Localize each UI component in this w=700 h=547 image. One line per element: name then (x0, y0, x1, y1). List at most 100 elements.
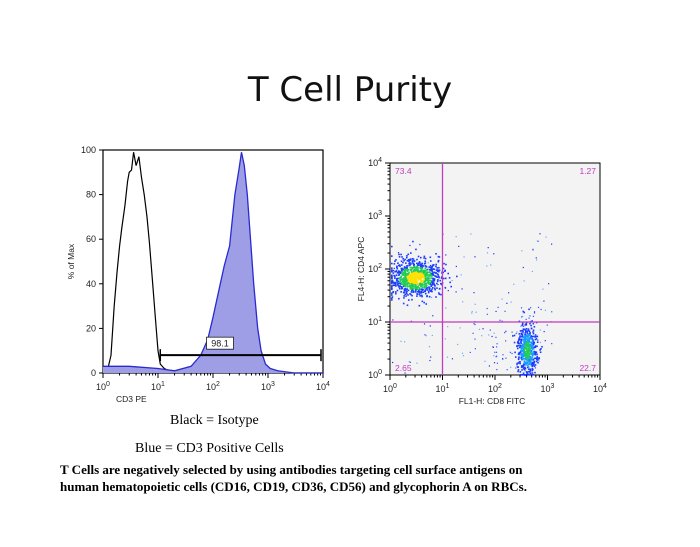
dotplot-event (428, 279, 431, 282)
dotplot-event (524, 355, 526, 357)
dotplot-event (405, 291, 408, 294)
dotplot-event (511, 331, 513, 333)
dotplot-event (406, 275, 408, 278)
dotplot-event (521, 338, 523, 341)
dotplot-event (532, 332, 535, 335)
dotplot-event (535, 336, 537, 338)
dotplot-event (419, 266, 422, 269)
dotplot-event (440, 283, 443, 286)
dotplot-event (412, 274, 415, 277)
dotplot-event (433, 283, 436, 286)
dotplot-event (409, 284, 411, 287)
dotplot-event (412, 287, 415, 290)
dotplot-event (520, 332, 523, 335)
dotplot-event (416, 293, 418, 295)
dotplot-event (527, 358, 530, 361)
dotplot-event (533, 312, 536, 314)
dotplot-event (412, 291, 415, 293)
dotplot-event (528, 346, 530, 349)
dotplot-event (544, 340, 546, 342)
dotplot-event (409, 281, 411, 284)
dotplot-event (391, 262, 393, 265)
dotplot-event (392, 272, 395, 274)
dotplot-event (455, 265, 457, 268)
dotplot-event (523, 368, 525, 371)
dotplot-event (426, 274, 428, 277)
dotplot-event (408, 264, 411, 267)
dotplot-event (410, 266, 413, 269)
dotplot-event (404, 277, 406, 280)
dotplot-event (414, 291, 417, 293)
dotplot-event (436, 280, 439, 283)
dotplot-event (532, 352, 535, 355)
dotplot-event (415, 286, 417, 288)
dotplot-event (475, 311, 477, 313)
dotplot-event (421, 291, 423, 294)
dotplot-event (513, 283, 515, 285)
dotplot-event (401, 273, 404, 276)
dotplot-event (392, 290, 395, 293)
dotplot-event (525, 364, 527, 366)
dotplot-event (458, 245, 460, 247)
dotplot-event (499, 319, 501, 321)
dotplot-event (418, 304, 421, 307)
dotplot-event (431, 334, 433, 337)
dotplot-event (495, 336, 497, 338)
dotplot-event (488, 365, 491, 367)
dotplot-event (403, 271, 405, 274)
dotplot-event (431, 288, 433, 291)
dotplot-event (427, 276, 429, 278)
dotplot-event (519, 330, 522, 332)
dotplot-event (417, 267, 420, 269)
dotplot-event (529, 370, 532, 372)
dotplot-event (540, 308, 542, 311)
dotplot-event (504, 331, 506, 334)
dotplot-event (508, 292, 510, 294)
dotplot-event (391, 280, 394, 282)
dotplot-event (504, 310, 506, 312)
dotplot-event (399, 281, 401, 283)
dotplot-event (411, 274, 414, 276)
dotplot-event (517, 341, 519, 343)
dotplot-event (505, 357, 507, 359)
dotplot-event (404, 273, 406, 276)
dotplot-event (399, 285, 401, 288)
dotplot-event (428, 289, 431, 291)
dotplot-event (404, 283, 406, 285)
dotplot-event (400, 260, 403, 263)
dotplot-event (421, 276, 423, 279)
dotplot-event (520, 342, 522, 345)
dotplot-y-tick-label: 103 (368, 210, 382, 221)
dotplot-event (410, 263, 412, 265)
dotplot-event (491, 335, 493, 338)
dotplot-event (525, 346, 527, 349)
dotplot-event (422, 276, 425, 279)
dotplot-event (530, 374, 533, 376)
dotplot-event (462, 355, 465, 357)
dotplot-event (419, 291, 421, 293)
dotplot-event (403, 270, 406, 273)
dotplot-event (408, 276, 411, 279)
dotplot-event (414, 272, 417, 274)
dotplot-event (472, 332, 474, 334)
dotplot-event (421, 262, 423, 265)
dotplot-event (404, 287, 407, 290)
dotplot-event (406, 259, 409, 262)
dotplot-event (429, 256, 432, 259)
dotplot-event (521, 316, 523, 318)
dotplot-event (397, 284, 399, 287)
dotplot-event (521, 355, 524, 357)
dotplot-event (400, 275, 402, 278)
dotplot-event (528, 334, 531, 336)
dotplot-event (437, 260, 440, 263)
dotplot-event (399, 265, 401, 267)
dotplot-event (528, 362, 531, 364)
dotplot-event (474, 256, 476, 258)
dotplot-event (406, 304, 409, 307)
histogram-series-line (106, 152, 175, 374)
dotplot-event (410, 271, 413, 274)
dotplot-event (528, 317, 530, 319)
dotplot-event (419, 256, 422, 259)
dotplot-event (533, 335, 535, 338)
dotplot-event (526, 348, 528, 350)
